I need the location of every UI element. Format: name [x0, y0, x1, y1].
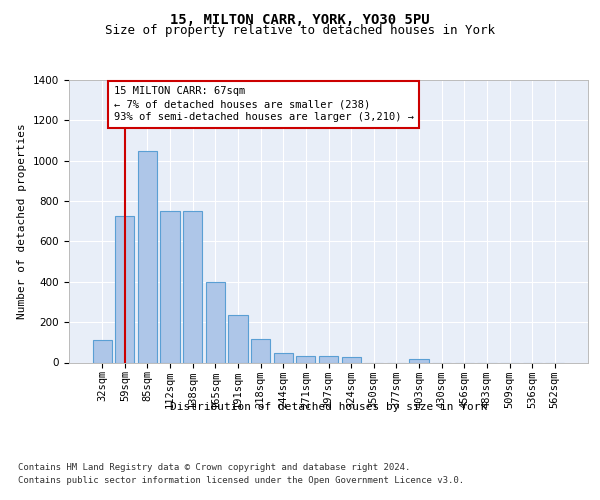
Bar [296, 356, 316, 362]
Y-axis label: Number of detached properties: Number of detached properties [17, 124, 28, 319]
Text: Contains public sector information licensed under the Open Government Licence v3: Contains public sector information licen… [18, 476, 464, 485]
Bar [229, 315, 248, 362]
Bar [409, 360, 428, 362]
Bar [251, 340, 270, 362]
Text: 15 MILTON CARR: 67sqm
← 7% of detached houses are smaller (238)
93% of semi-deta: 15 MILTON CARR: 67sqm ← 7% of detached h… [113, 86, 413, 122]
Text: Contains HM Land Registry data © Crown copyright and database right 2024.: Contains HM Land Registry data © Crown c… [18, 462, 410, 471]
Bar [92, 340, 112, 362]
Text: Distribution of detached houses by size in York: Distribution of detached houses by size … [170, 402, 487, 412]
Bar [341, 358, 361, 362]
Bar [183, 211, 202, 362]
Bar [274, 354, 293, 362]
Bar [138, 150, 157, 362]
Text: 15, MILTON CARR, YORK, YO30 5PU: 15, MILTON CARR, YORK, YO30 5PU [170, 12, 430, 26]
Bar [115, 216, 134, 362]
Bar [160, 211, 180, 362]
Text: Size of property relative to detached houses in York: Size of property relative to detached ho… [105, 24, 495, 37]
Bar [206, 282, 225, 362]
Bar [319, 356, 338, 362]
